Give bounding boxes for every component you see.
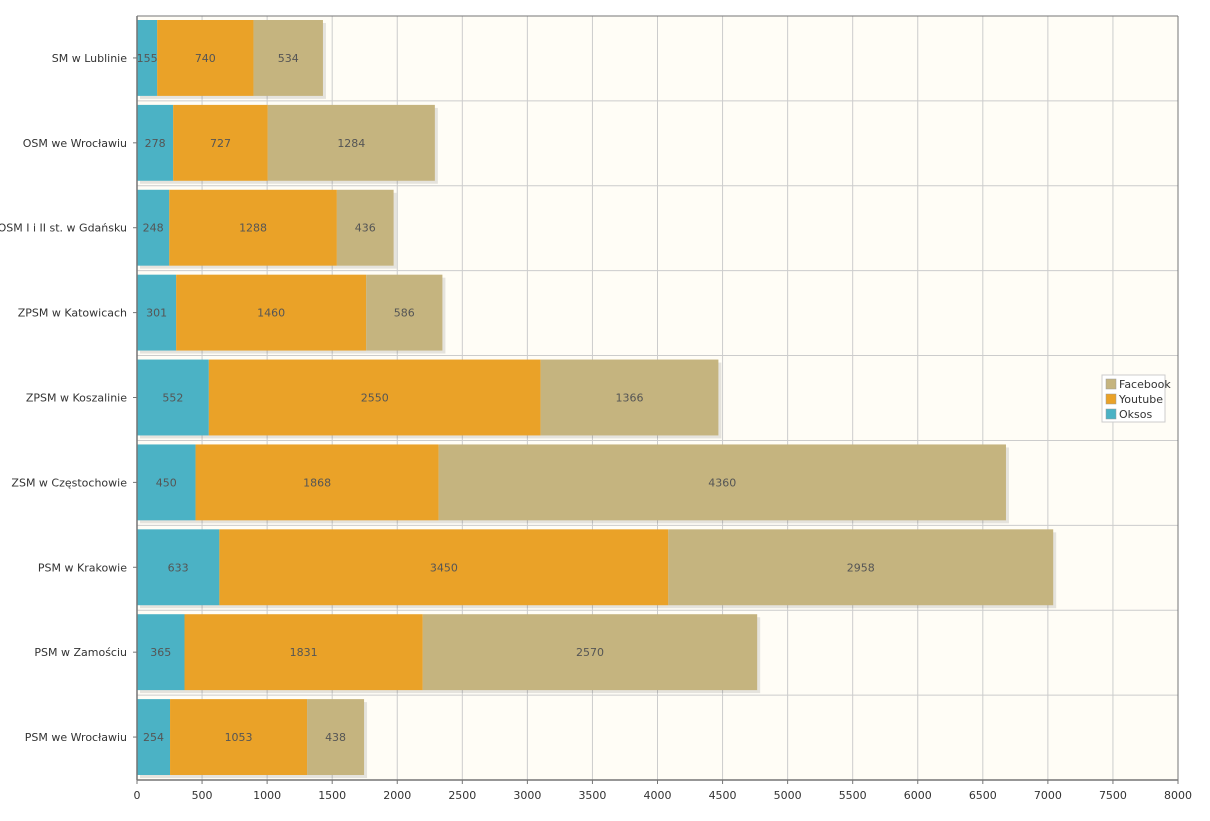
category-label: ZPSM w Koszalinie	[26, 392, 127, 405]
x-tick-label: 2000	[383, 789, 411, 802]
bar-segment-youtube[interactable]	[170, 699, 308, 775]
category-label: PSM w Krakowie	[38, 561, 127, 574]
legend-swatch-facebook	[1105, 378, 1117, 390]
data-label: 2958	[847, 561, 875, 574]
data-label: 1366	[616, 392, 644, 405]
data-label: 552	[162, 392, 183, 405]
category-label: OSM I i II st. w Gdańsku	[0, 222, 127, 235]
legend[interactable]: Facebook Youtube Oksos	[1101, 374, 1171, 423]
x-tick-label: 7500	[1099, 789, 1127, 802]
data-label: 155	[137, 52, 158, 65]
bar-segment-facebook[interactable]	[267, 104, 435, 181]
bar-segment-facebook[interactable]	[336, 189, 394, 266]
category-labels: SM w Lublinie OSM we Wrocławiu OSM I i II …	[0, 52, 137, 744]
bar-segment-oksos[interactable]	[137, 104, 174, 181]
data-label: 740	[195, 52, 216, 65]
bar-segment-youtube[interactable]	[157, 20, 254, 96]
bar-segment-oksos[interactable]	[137, 274, 177, 351]
bar-segment-oksos[interactable]	[137, 529, 220, 606]
data-label: 2570	[576, 646, 604, 659]
bar-segment-youtube[interactable]	[176, 274, 367, 351]
data-label: 301	[146, 307, 167, 320]
data-label: 534	[278, 52, 299, 65]
data-label: 1053	[225, 731, 253, 744]
bar-segment-facebook[interactable]	[438, 444, 1006, 521]
x-tick-labels: 0 500 1000 1500 2000 2500 3000 3500 4000 4500 5000…	[134, 780, 1192, 802]
category-label: PSM we Wrocławiu	[25, 731, 127, 744]
category-label: ZSM w Częstochowie	[11, 476, 127, 489]
x-tick-label: 1500	[318, 789, 346, 802]
bars: 155 740 534 278 727 1284 248 1288 436 301 1460 586 5…	[137, 20, 1057, 778]
legend-swatch-youtube	[1105, 393, 1117, 405]
bar-segment-oksos[interactable]	[137, 614, 185, 691]
x-tick-label: 1000	[253, 789, 281, 802]
x-tick-label: 7000	[1034, 789, 1062, 802]
bar-segment-facebook[interactable]	[253, 20, 323, 96]
x-tick-label: 5500	[839, 789, 867, 802]
data-label: 248	[143, 222, 164, 235]
category-label: PSM w Zamościu	[34, 646, 127, 659]
x-tick-label: 3000	[513, 789, 541, 802]
bar-segment-youtube[interactable]	[169, 189, 337, 266]
data-label: 1460	[257, 307, 285, 320]
x-tick-label: 4500	[709, 789, 737, 802]
data-label: 438	[325, 731, 346, 744]
legend-label-oksos[interactable]: Oksos	[1119, 408, 1152, 421]
data-label: 254	[143, 731, 164, 744]
bar-segment-youtube[interactable]	[219, 529, 669, 606]
bar-segment-facebook[interactable]	[307, 699, 365, 775]
data-label: 1284	[337, 137, 365, 150]
bar-segment-oksos[interactable]	[137, 20, 158, 96]
legend-label-youtube[interactable]: Youtube	[1118, 393, 1163, 406]
data-label: 450	[156, 476, 177, 489]
data-label: 2550	[361, 392, 389, 405]
data-label: 633	[168, 561, 189, 574]
data-label: 727	[210, 137, 231, 150]
data-label: 1288	[239, 222, 267, 235]
x-tick-label: 3500	[578, 789, 606, 802]
bar-segment-facebook[interactable]	[366, 274, 443, 351]
legend-label-facebook[interactable]: Facebook	[1119, 378, 1171, 391]
bar-segment-oksos[interactable]	[137, 699, 171, 775]
x-tick-label: 5000	[774, 789, 802, 802]
bar-segment-youtube[interactable]	[208, 359, 541, 436]
data-label: 3450	[430, 561, 458, 574]
data-label: 1831	[290, 646, 318, 659]
bar-segment-facebook[interactable]	[668, 529, 1054, 606]
x-tick-label: 8000	[1164, 789, 1192, 802]
category-label: SM w Lublinie	[52, 52, 127, 65]
data-label: 586	[394, 307, 415, 320]
bar-segment-youtube[interactable]	[184, 614, 423, 691]
x-tick-label: 6000	[904, 789, 932, 802]
category-label: ZPSM w Katowicach	[18, 307, 127, 320]
bar-segment-facebook[interactable]	[540, 359, 719, 436]
data-label: 4360	[708, 476, 736, 489]
bar-segment-oksos[interactable]	[137, 444, 196, 521]
data-label: 278	[145, 137, 166, 150]
bar-segment-youtube[interactable]	[173, 104, 268, 181]
bar-segment-oksos[interactable]	[137, 359, 209, 436]
legend-swatch-oksos	[1105, 408, 1117, 420]
x-tick-label: 6500	[969, 789, 997, 802]
category-label: OSM we Wrocławiu	[23, 137, 127, 150]
x-tick-label: 2500	[448, 789, 476, 802]
x-tick-label: 4000	[644, 789, 672, 802]
x-tick-label: 500	[192, 789, 213, 802]
x-tick-label: 0	[134, 789, 141, 802]
bar-segment-youtube[interactable]	[195, 444, 439, 521]
data-label: 436	[355, 222, 376, 235]
bar-segment-oksos[interactable]	[137, 189, 170, 266]
data-label: 1868	[303, 476, 331, 489]
bar-segment-facebook[interactable]	[422, 614, 758, 691]
data-label: 365	[150, 646, 171, 659]
